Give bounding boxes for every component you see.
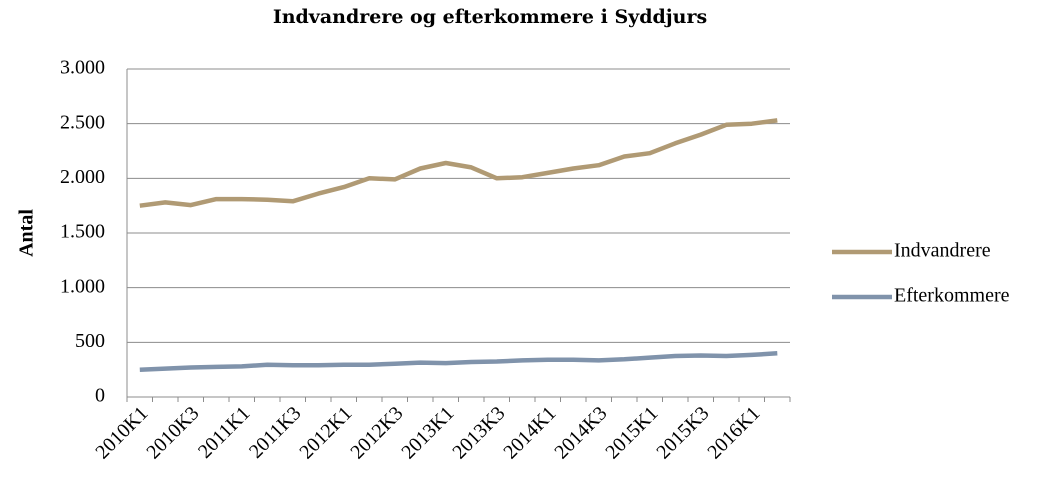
y-tick-label: 1.000 bbox=[60, 275, 105, 297]
x-tick-label: 2014K1 bbox=[499, 402, 560, 463]
legend-label: Indvandrere bbox=[894, 240, 991, 262]
x-tick-label: 2010K1 bbox=[91, 402, 152, 463]
x-tick-label: 2012K3 bbox=[346, 402, 407, 463]
y-tick-label: 3.000 bbox=[60, 57, 105, 79]
x-tick-label: 2013K1 bbox=[397, 402, 458, 463]
y-tick-label: 500 bbox=[75, 330, 105, 352]
x-tick-label: 2016K1 bbox=[703, 402, 764, 463]
series-line bbox=[139, 118, 778, 208]
x-tick-label: 2014K3 bbox=[550, 402, 611, 463]
x-tick-label: 2011K1 bbox=[194, 402, 255, 463]
y-tick-label: 0 bbox=[95, 385, 105, 407]
series-line bbox=[139, 351, 778, 372]
x-tick-label: 2012K1 bbox=[295, 402, 356, 463]
x-tick-label: 2015K3 bbox=[652, 402, 713, 463]
chart-title: Indvandrere og efterkommere i Syddjurs bbox=[273, 6, 707, 28]
y-tick-label: 1.500 bbox=[60, 221, 105, 243]
x-tick-label: 2010K3 bbox=[142, 402, 203, 463]
x-tick-label: 2013K3 bbox=[448, 402, 509, 463]
legend-label: Efterkommere bbox=[894, 285, 1010, 307]
y-axis-label: Antal bbox=[16, 209, 38, 257]
y-tick-label: 2.000 bbox=[60, 166, 105, 188]
x-tick-label: 2011K3 bbox=[245, 402, 306, 463]
y-tick-label: 2.500 bbox=[60, 111, 105, 133]
x-tick-label: 2015K1 bbox=[601, 402, 662, 463]
